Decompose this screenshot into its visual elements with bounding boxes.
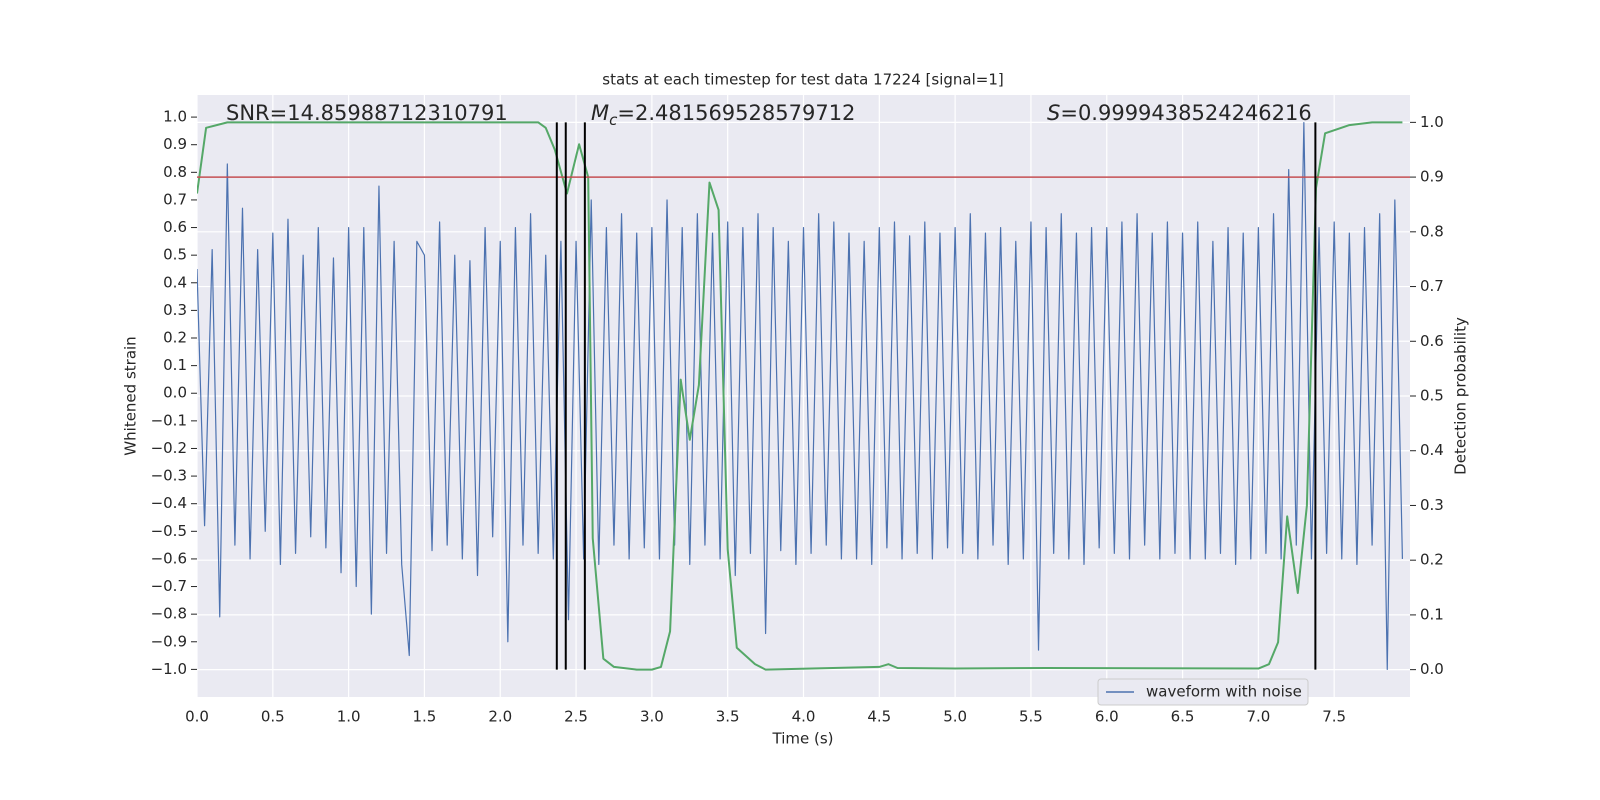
x-tick-label: 4.5 xyxy=(867,708,891,726)
y-tick-label: 0.7 xyxy=(163,190,187,208)
annotation-text: =0.9999438524246216 xyxy=(1060,101,1311,125)
x-tick-label: 0.0 xyxy=(185,708,209,726)
y2-tick-label: 0.1 xyxy=(1420,605,1444,623)
y2-tick-label: 0.4 xyxy=(1420,441,1444,459)
y-tick-label: 1.0 xyxy=(163,108,187,126)
y-tick-label: 0.6 xyxy=(163,218,187,236)
y-tick-label: −0.3 xyxy=(151,467,187,485)
x-tick-label: 5.0 xyxy=(943,708,967,726)
x-tick-label: 3.0 xyxy=(640,708,664,726)
legend-label: waveform with noise xyxy=(1146,683,1302,701)
y-tick-label: −0.9 xyxy=(151,632,187,650)
y-tick-label: 0.4 xyxy=(163,273,187,291)
annotation-symbol: S xyxy=(1047,101,1060,125)
y-tick-label: 0.3 xyxy=(163,301,187,319)
legend: waveform with noise xyxy=(1097,678,1309,706)
y-tick-label: −0.8 xyxy=(151,605,187,623)
chart-title: stats at each timestep for test data 172… xyxy=(602,71,1003,89)
y-tick-label: −0.6 xyxy=(151,549,187,567)
annotation-text: SNR=14.85988712310791 xyxy=(226,101,508,125)
x-tick-label: 5.5 xyxy=(1019,708,1043,726)
y-tick-label: 0.0 xyxy=(163,384,187,402)
annotation: S=0.9999438524246216 xyxy=(1047,101,1312,125)
y-tick-label: 0.2 xyxy=(163,329,187,347)
y-tick-label: −1.0 xyxy=(151,660,187,678)
y-tick-label: −0.1 xyxy=(151,411,187,429)
annotation-subscript: c xyxy=(609,111,618,129)
x-axis-label: Time (s) xyxy=(772,730,834,748)
y2-tick-label: 0.3 xyxy=(1420,496,1444,514)
y-axis-label: Whitened strain xyxy=(122,336,140,455)
y2-tick-label: 0.8 xyxy=(1420,222,1444,240)
x-tick-label: 4.0 xyxy=(792,708,816,726)
y2-tick-label: 0.9 xyxy=(1420,168,1444,186)
waveform-line xyxy=(197,122,1404,670)
y2-tick-label: 1.0 xyxy=(1420,113,1444,131)
x-tick-label: 1.5 xyxy=(413,708,437,726)
y-tick-label: −0.5 xyxy=(151,522,187,540)
marks xyxy=(197,121,1410,671)
y2-axis-label: Detection probability xyxy=(1452,317,1470,475)
x-tick-label: 0.5 xyxy=(261,708,285,726)
x-tick-label: 7.5 xyxy=(1322,708,1346,726)
x-tick-label: 6.0 xyxy=(1095,708,1119,726)
x-tick-label: 3.5 xyxy=(716,708,740,726)
annotation-text: =2.481569528579712 xyxy=(617,101,855,125)
y2-tick-label: 0.5 xyxy=(1420,387,1444,405)
y2-tick-label: 0.2 xyxy=(1420,551,1444,569)
annotation: SNR=14.85988712310791 xyxy=(226,101,508,125)
y2-tick-label: 0.7 xyxy=(1420,277,1444,295)
x-tick-label: 1.0 xyxy=(337,708,361,726)
y2-tick-label: 0.0 xyxy=(1420,660,1444,678)
y-tick-label: −0.7 xyxy=(151,577,187,595)
y-tick-label: 0.1 xyxy=(163,356,187,374)
legend-box xyxy=(1097,678,1309,706)
y2-tick-label: 0.6 xyxy=(1420,332,1444,350)
x-tick-label: 7.0 xyxy=(1246,708,1270,726)
x-tick-label: 2.0 xyxy=(488,708,512,726)
y-tick-label: 0.8 xyxy=(163,163,187,181)
axes: 0.0 0.5 1.0 1.5 2.0 2.5 3.0 3.5 4.0 4.5 5.0 5.5 6.0 6… xyxy=(151,108,1444,726)
y-tick-label: −0.2 xyxy=(151,439,187,457)
x-tick-label: 2.5 xyxy=(564,708,588,726)
x-tick-label: 6.5 xyxy=(1171,708,1195,726)
y-tick-label: 0.5 xyxy=(163,246,187,264)
annotation-symbol: M xyxy=(591,101,609,125)
y-tick-label: −0.4 xyxy=(151,494,187,512)
y-tick-label: 0.9 xyxy=(163,135,187,153)
annotation: Mc=2.481569528579712 xyxy=(591,101,855,129)
